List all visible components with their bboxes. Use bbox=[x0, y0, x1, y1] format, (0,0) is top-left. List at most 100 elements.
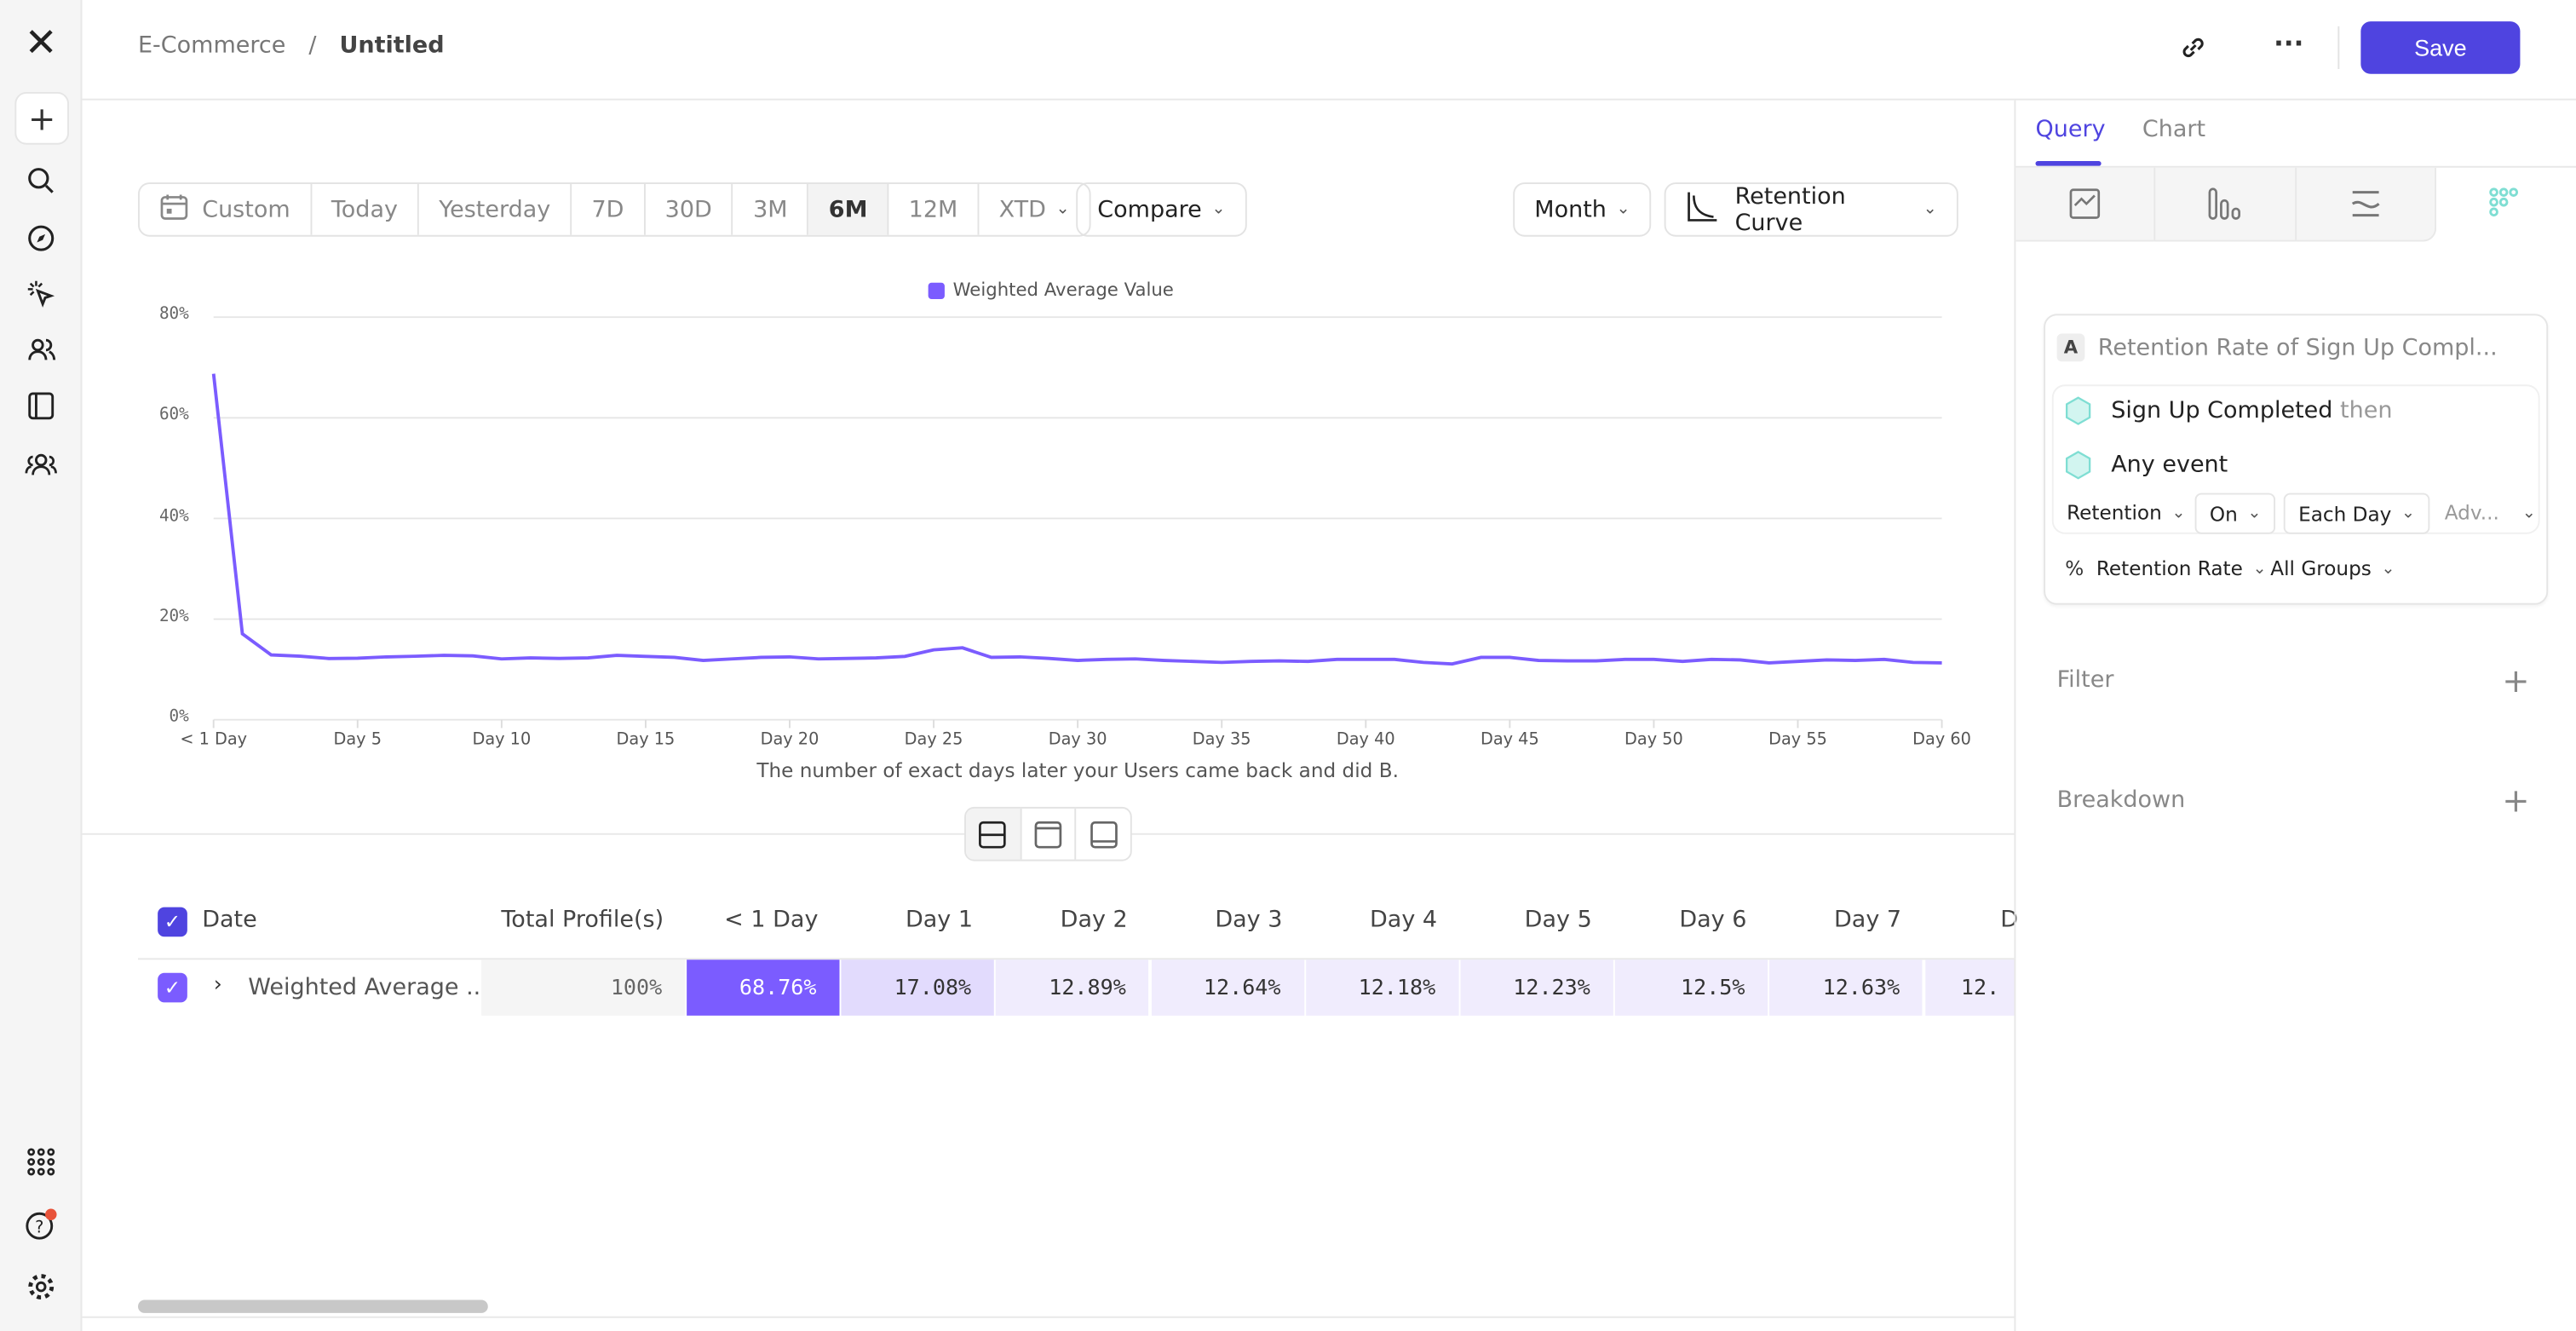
column-header-day[interactable]: Day 5 bbox=[1524, 907, 1592, 934]
chart-legend[interactable]: Weighted Average Value bbox=[928, 279, 1174, 301]
column-header-total[interactable]: Total Profile(s) bbox=[501, 907, 664, 934]
data-point[interactable] bbox=[1622, 656, 1629, 663]
data-point[interactable] bbox=[239, 631, 246, 637]
date-range-today[interactable]: Today bbox=[312, 183, 420, 235]
split-view-icon[interactable] bbox=[965, 808, 1021, 860]
insights-icon[interactable] bbox=[2015, 167, 2156, 240]
column-header-day[interactable]: Day 6 bbox=[1679, 907, 1747, 934]
data-point[interactable] bbox=[296, 653, 303, 660]
data-point[interactable] bbox=[440, 652, 447, 659]
column-header-day[interactable]: < 1 Day bbox=[724, 907, 819, 934]
data-point[interactable] bbox=[1593, 658, 1600, 665]
compare-dropdown[interactable]: Compare ⌄ bbox=[1076, 182, 1247, 237]
data-point[interactable] bbox=[1795, 658, 1802, 665]
column-header-date[interactable]: Date bbox=[202, 907, 257, 934]
event-second[interactable]: Any event bbox=[2111, 452, 2228, 479]
add-breakdown-plus-icon[interactable]: + bbox=[2502, 781, 2530, 821]
retention-cell[interactable]: 12.23% bbox=[1460, 959, 1613, 1016]
interval-dropdown[interactable]: Month ⌄ bbox=[1513, 182, 1652, 237]
each-day-dropdown[interactable]: Each Day ⌄ bbox=[2283, 493, 2430, 534]
settings-gear-icon[interactable] bbox=[21, 1267, 60, 1306]
metric-title[interactable]: Retention Rate of Sign Up Compl... bbox=[2097, 335, 2498, 362]
data-point[interactable] bbox=[1881, 656, 1888, 663]
retention-cell[interactable]: 68.76% bbox=[687, 959, 840, 1016]
data-point[interactable] bbox=[1478, 654, 1485, 661]
book-icon[interactable] bbox=[21, 386, 60, 425]
flows-icon[interactable] bbox=[2296, 168, 2435, 240]
column-header-day[interactable]: Day 2 bbox=[1060, 907, 1128, 934]
data-point[interactable] bbox=[210, 371, 217, 377]
data-point[interactable] bbox=[412, 653, 419, 660]
select-all-checkbox[interactable]: ✓ bbox=[158, 907, 187, 937]
data-point[interactable] bbox=[325, 655, 332, 662]
data-point[interactable] bbox=[1535, 657, 1542, 664]
retention-cell[interactable]: 17.08% bbox=[841, 959, 995, 1016]
data-point[interactable] bbox=[1852, 657, 1859, 664]
retention-dropdown[interactable]: Retention ⌄ bbox=[2067, 501, 2186, 525]
data-point[interactable] bbox=[1391, 656, 1398, 663]
data-point[interactable] bbox=[1910, 660, 1917, 666]
table-only-view-icon[interactable] bbox=[1077, 809, 1130, 860]
data-point[interactable] bbox=[1708, 656, 1715, 663]
data-point[interactable] bbox=[873, 654, 880, 661]
date-range-xtd[interactable]: XTD ⌄ bbox=[998, 196, 1070, 223]
funnels-icon[interactable] bbox=[2156, 167, 2297, 240]
chart-only-view-icon[interactable] bbox=[1021, 808, 1077, 860]
expand-row-chevron-icon[interactable]: › bbox=[213, 972, 222, 998]
tab-query[interactable]: Query bbox=[2035, 116, 2106, 143]
tab-chart[interactable]: Chart bbox=[2142, 116, 2206, 143]
click-cursor-icon[interactable] bbox=[21, 274, 60, 314]
data-point[interactable] bbox=[844, 655, 851, 662]
chart-type-dropdown[interactable]: Retention Curve ⌄ bbox=[1664, 182, 1958, 237]
date-range-custom[interactable]: Custom bbox=[140, 183, 312, 235]
data-point[interactable] bbox=[584, 654, 591, 661]
data-point[interactable] bbox=[1823, 657, 1830, 664]
data-point[interactable] bbox=[1679, 658, 1686, 665]
date-range-3m[interactable]: 3M bbox=[733, 183, 809, 235]
data-point[interactable] bbox=[1132, 655, 1139, 662]
data-point[interactable] bbox=[469, 653, 476, 660]
retention-cell[interactable]: 12.64% bbox=[1151, 959, 1304, 1016]
column-header-day[interactable]: Day 7 bbox=[1834, 907, 1902, 934]
data-point[interactable] bbox=[1045, 655, 1052, 662]
column-header-day[interactable]: D bbox=[2000, 907, 2019, 934]
more-options-icon[interactable]: ··· bbox=[2274, 27, 2304, 60]
create-new-button[interactable]: + bbox=[14, 91, 69, 145]
retention-cell[interactable]: 12. bbox=[1924, 959, 2015, 1016]
date-range-yesterday[interactable]: Yesterday bbox=[419, 183, 572, 235]
retention-cell[interactable]: 12.5% bbox=[1615, 959, 1768, 1016]
data-point[interactable] bbox=[1161, 657, 1168, 664]
data-point[interactable] bbox=[1766, 660, 1773, 666]
help-icon[interactable]: ? bbox=[21, 1205, 60, 1244]
link-icon[interactable] bbox=[2178, 33, 2208, 69]
data-point[interactable] bbox=[527, 654, 534, 661]
retention-rate-dropdown[interactable]: Retention Rate ⌄ bbox=[2096, 556, 2267, 580]
data-point[interactable] bbox=[671, 654, 678, 661]
date-range-6m[interactable]: 6M bbox=[808, 183, 889, 235]
data-point[interactable] bbox=[786, 654, 793, 660]
on-dropdown[interactable]: On ⌄ bbox=[2194, 493, 2276, 534]
data-point[interactable] bbox=[1218, 660, 1225, 666]
date-range-12m[interactable]: 12M bbox=[889, 183, 980, 235]
data-point[interactable] bbox=[959, 644, 966, 651]
data-point[interactable] bbox=[613, 652, 620, 659]
data-point[interactable] bbox=[901, 653, 908, 660]
data-point[interactable] bbox=[1449, 660, 1456, 667]
data-point[interactable] bbox=[1651, 656, 1658, 663]
apps-grid-icon[interactable] bbox=[21, 1142, 60, 1181]
data-point[interactable] bbox=[267, 652, 274, 659]
advanced-dropdown[interactable]: Adv... ⌄ bbox=[2444, 501, 2536, 525]
data-point[interactable] bbox=[1420, 660, 1427, 666]
compass-icon[interactable] bbox=[21, 218, 60, 257]
users-icon[interactable] bbox=[21, 331, 60, 370]
row-checkbox[interactable]: ✓ bbox=[158, 972, 187, 1003]
column-header-day[interactable]: Day 3 bbox=[1215, 907, 1283, 934]
data-point[interactable] bbox=[729, 655, 736, 662]
data-point[interactable] bbox=[383, 654, 390, 660]
data-point[interactable] bbox=[556, 655, 563, 662]
save-button[interactable]: Save bbox=[2360, 21, 2521, 74]
data-point[interactable] bbox=[930, 647, 937, 654]
data-point[interactable] bbox=[354, 655, 361, 662]
data-point[interactable] bbox=[1074, 657, 1081, 664]
retention-icon[interactable] bbox=[2489, 187, 2522, 227]
